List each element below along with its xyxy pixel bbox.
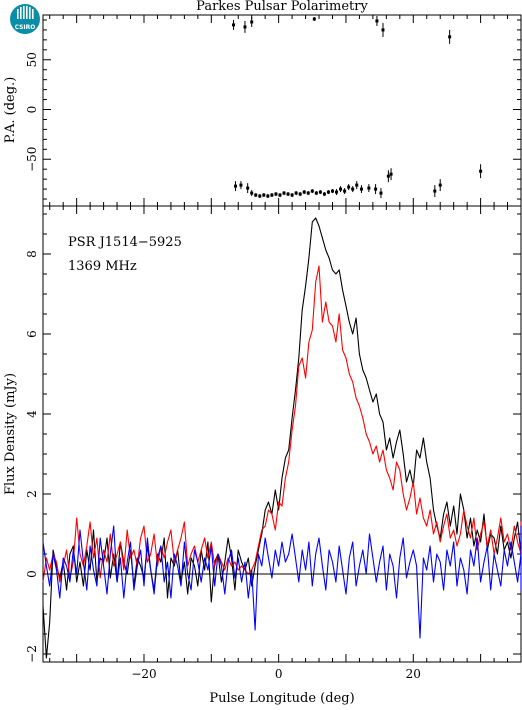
pa-point [302, 190, 306, 195]
flux-series-line [42, 265, 522, 583]
flux-series-line [42, 217, 522, 659]
flux-x-tick-label: 0 [275, 667, 283, 681]
pa-point [262, 193, 266, 198]
pa-point [282, 191, 286, 196]
pa-point [310, 189, 314, 194]
pa-point [312, 16, 316, 21]
pa-point [286, 192, 290, 197]
pa-point [234, 181, 238, 192]
frequency-annotation: 1369 MHz [68, 259, 137, 274]
pa-axis-ticks: −50 0 50 [25, 15, 522, 206]
pa-point [258, 194, 262, 199]
flux-series-line [42, 525, 522, 639]
pa-point [274, 192, 278, 197]
pa-point [250, 190, 254, 197]
pa-point [318, 190, 322, 195]
pa-point [246, 183, 250, 194]
flux-panel-frame [42, 205, 522, 663]
pa-point [335, 189, 339, 196]
pa-y-axis-label: P.A. (deg.) [3, 77, 18, 144]
pa-point [479, 164, 483, 179]
pa-point [270, 193, 274, 198]
pa-point [254, 193, 258, 198]
pa-point [359, 185, 363, 194]
pa-point [322, 192, 326, 197]
pa-point [250, 16, 254, 27]
csiro-logo-text: CSIRO [15, 24, 36, 31]
pa-point [433, 185, 437, 198]
flux-x-tick-label: −20 [131, 667, 156, 681]
pa-y-tick-label: −50 [25, 147, 39, 172]
pa-point [278, 193, 282, 198]
pa-point [314, 191, 318, 196]
flux-y-tick-label: 2 [25, 490, 39, 498]
pa-point [389, 168, 393, 181]
pa-point [326, 190, 330, 195]
csiro-logo: CSIRO [10, 4, 40, 34]
pa-point [438, 179, 442, 192]
flux-x-tick-label: 20 [406, 667, 421, 681]
pa-point [379, 188, 383, 199]
flux-y-axis-label: Flux Density (mJy) [3, 373, 18, 495]
pa-point [239, 181, 243, 190]
pa-y-tick-label: 0 [25, 106, 39, 114]
flux-y-tick-label: 6 [25, 330, 39, 338]
pa-point [375, 15, 379, 26]
pa-point [374, 184, 378, 195]
pa-point [347, 184, 351, 191]
pa-point [367, 184, 371, 193]
pa-point [306, 191, 310, 196]
pa-point [355, 181, 359, 190]
pa-y-tick-label: 50 [25, 52, 39, 67]
pa-point [266, 194, 270, 199]
chart-title: Parkes Pulsar Polarimetry [196, 0, 368, 14]
psr-name-annotation: PSR J1514−5925 [68, 235, 182, 250]
pa-point [294, 191, 298, 196]
pa-point [381, 22, 385, 37]
flux-y-tick-label: 8 [25, 250, 39, 258]
pa-point [290, 193, 294, 198]
pa-point [351, 186, 355, 193]
pa-data-points [232, 15, 483, 199]
flux-series-lines [42, 217, 522, 659]
pa-point [343, 188, 347, 195]
pa-point [232, 19, 236, 30]
pa-point [243, 20, 247, 33]
pa-point [448, 29, 452, 44]
pa-point [298, 192, 302, 197]
x-axis-label: Pulse Longitude (deg) [209, 691, 354, 706]
flux-y-tick-label: 4 [25, 410, 39, 418]
flux-y-tick-label: −2 [25, 645, 39, 663]
pa-point [339, 186, 343, 193]
pa-point [386, 170, 390, 183]
pa-point [330, 189, 334, 194]
flux-y-tick-label: 0 [25, 570, 39, 578]
